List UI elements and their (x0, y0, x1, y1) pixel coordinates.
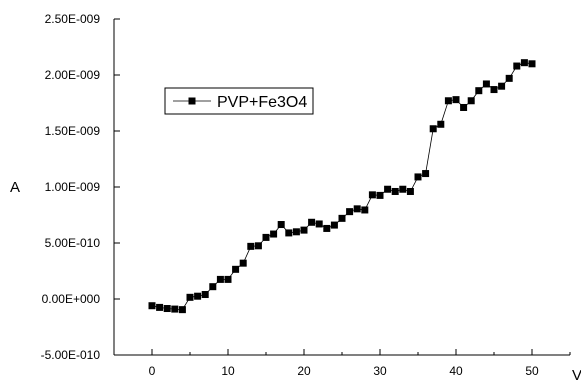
data-point (179, 306, 186, 313)
data-point (513, 63, 520, 70)
y-tick-label: 0.00E+000 (42, 292, 101, 306)
y-tick-label: 2.00E-009 (45, 68, 101, 82)
y-tick-label: 1.00E-009 (45, 180, 101, 194)
data-point (346, 208, 353, 215)
data-point (270, 231, 277, 238)
legend-label: PVP+Fe3O4 (217, 94, 307, 111)
data-point (361, 206, 368, 213)
data-point (255, 242, 262, 249)
data-point (491, 86, 498, 93)
plot-frame (114, 19, 570, 355)
data-point (506, 75, 513, 82)
data-point (475, 87, 482, 94)
data-point (240, 260, 247, 267)
data-point (483, 80, 490, 87)
data-point (445, 97, 452, 104)
data-point (339, 215, 346, 222)
data-point (293, 228, 300, 235)
data-point (392, 188, 399, 195)
data-point (308, 219, 315, 226)
data-point (187, 294, 194, 301)
data-point (460, 104, 467, 111)
x-tick-label: 20 (297, 364, 311, 378)
data-point (164, 305, 171, 312)
data-point (247, 243, 254, 250)
x-axis-label: V (572, 367, 581, 380)
data-point (430, 125, 437, 132)
data-point (232, 266, 239, 273)
y-tick-label: -5.00E-010 (41, 348, 101, 362)
data-point (437, 121, 444, 128)
data-point (354, 205, 361, 212)
data-point (498, 83, 505, 90)
data-point (422, 170, 429, 177)
x-tick-label: 10 (221, 364, 235, 378)
data-point (278, 221, 285, 228)
data-point (171, 306, 178, 313)
y-tick-label: 1.50E-009 (45, 124, 101, 138)
data-point (453, 96, 460, 103)
data-point (225, 276, 232, 283)
data-point (156, 304, 163, 311)
data-point (285, 229, 292, 236)
y-axis: -5.00E-010 0.00E+000 5.00E-010 1.00E-009 1.5… (41, 12, 120, 362)
data-point (209, 283, 216, 290)
data-point (263, 234, 270, 241)
y-tick-label: 2.50E-009 (45, 12, 101, 26)
x-tick-label: 40 (449, 364, 463, 378)
data-point (521, 59, 528, 66)
data-point (316, 220, 323, 227)
data-point (331, 222, 338, 229)
x-tick-label: 50 (525, 364, 539, 378)
data-point (384, 186, 391, 193)
x-tick-label: 30 (373, 364, 387, 378)
legend: PVP+Fe3O4 (165, 88, 313, 114)
data-point (202, 291, 209, 298)
y-tick-label: 5.00E-010 (45, 236, 101, 250)
x-tick-label: 0 (149, 364, 156, 378)
x-axis: 0 10 20 30 40 50 (149, 349, 570, 378)
data-point (399, 186, 406, 193)
legend-marker (189, 98, 196, 105)
data-point (468, 97, 475, 104)
y-axis-label: A (10, 179, 20, 196)
data-point (377, 192, 384, 199)
data-point (194, 293, 201, 300)
data-point (323, 225, 330, 232)
data-point (407, 188, 414, 195)
data-point (415, 173, 422, 180)
data-point (369, 191, 376, 198)
data-point (529, 60, 536, 67)
data-point (217, 276, 224, 283)
data-point (149, 302, 156, 309)
data-point (301, 227, 308, 234)
